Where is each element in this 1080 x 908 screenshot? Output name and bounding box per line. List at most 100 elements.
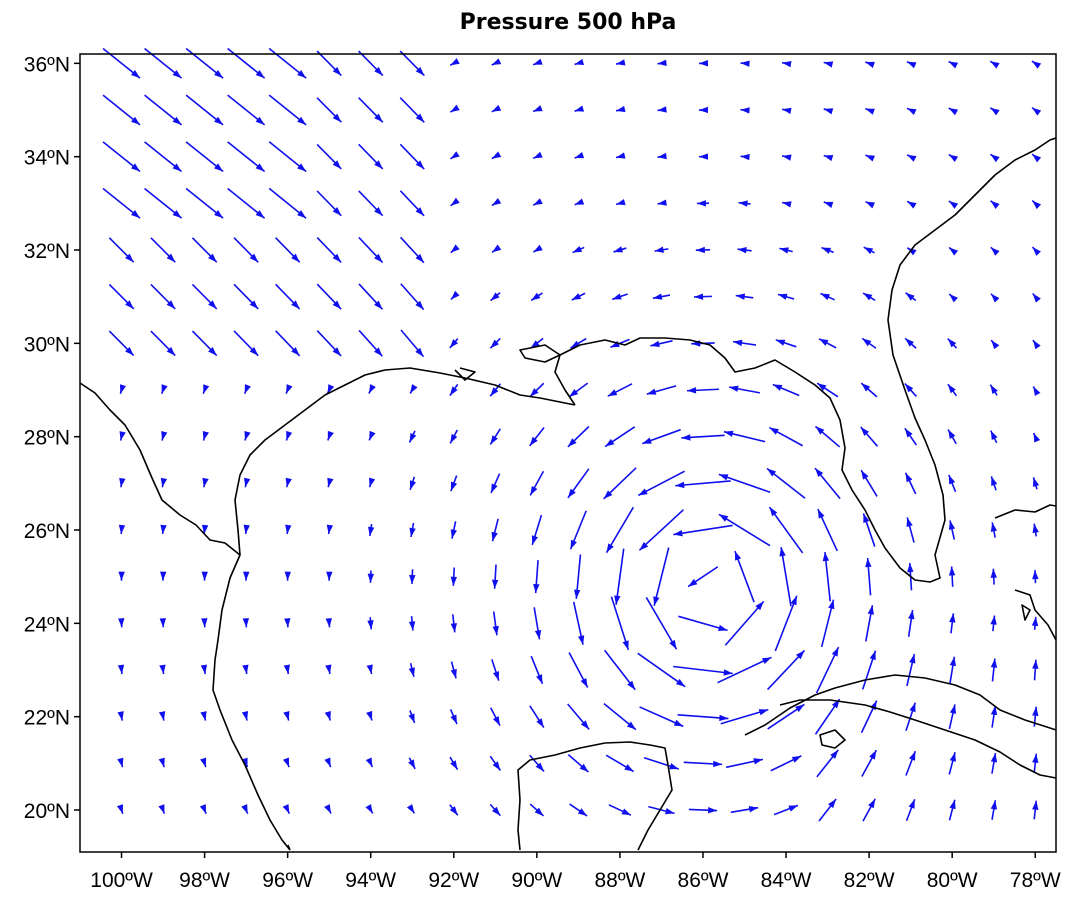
wind-arrow xyxy=(185,47,224,79)
wind-arrow xyxy=(738,200,751,207)
wind-arrow xyxy=(285,430,293,441)
y-tick-label: 32ºN xyxy=(24,240,70,263)
wind-arrow xyxy=(449,804,459,816)
wind-arrow xyxy=(191,330,218,357)
wind-arrow xyxy=(906,154,917,162)
wind-arrow xyxy=(119,384,127,395)
wind-arrow xyxy=(409,522,416,538)
wind-arrow xyxy=(990,430,998,444)
wind-arrow xyxy=(769,426,804,447)
wind-arrow xyxy=(648,805,675,815)
wind-arrow xyxy=(767,703,805,730)
wind-arrow xyxy=(227,141,266,173)
wind-arrow xyxy=(491,659,500,681)
wind-arrow xyxy=(325,618,333,628)
wind-arrow xyxy=(282,757,290,768)
wind-arrow xyxy=(1031,200,1042,210)
wind-arrow xyxy=(989,384,998,396)
wind-arrow xyxy=(990,246,1000,256)
wind-arrow xyxy=(637,652,686,688)
wind-arrow xyxy=(161,431,168,441)
wind-arrow xyxy=(567,703,590,730)
wind-arrow xyxy=(409,384,418,394)
wind-arrow xyxy=(822,551,832,602)
x-tick-label: 80ºW xyxy=(927,869,978,892)
wind-arrow xyxy=(409,476,416,491)
wind-arrow xyxy=(1032,477,1040,490)
wind-arrow xyxy=(947,338,958,349)
wind-arrow xyxy=(683,760,723,768)
wind-arrow xyxy=(491,197,502,207)
wind-arrow xyxy=(490,292,501,302)
wind-arrow xyxy=(358,329,383,357)
wind-arrow xyxy=(243,524,250,535)
wind-arrow xyxy=(865,61,875,68)
wind-arrow xyxy=(159,664,166,675)
wind-arrow xyxy=(268,141,307,173)
wind-arrow xyxy=(740,60,750,67)
wind-arrow xyxy=(687,566,719,588)
wind-arrow xyxy=(489,337,501,349)
wind-arrow xyxy=(368,477,376,488)
wind-arrow xyxy=(766,649,806,691)
wind-arrow xyxy=(358,50,384,77)
wind-arrow xyxy=(449,104,460,113)
wind-arrow xyxy=(615,59,626,66)
wind-arrow xyxy=(948,799,956,821)
coastline-texas-mexico xyxy=(79,382,291,851)
wind-arrow xyxy=(450,567,457,586)
wind-arrow xyxy=(399,236,425,264)
wind-arrow xyxy=(144,141,183,173)
wind-arrow xyxy=(326,384,335,394)
wind-arrow xyxy=(316,97,342,123)
wind-arrow xyxy=(316,330,342,357)
wind-arrow xyxy=(775,339,797,348)
wind-arrow xyxy=(532,244,543,253)
wind-arrow xyxy=(865,107,875,115)
wind-arrow xyxy=(533,607,542,640)
wind-arrow xyxy=(568,382,589,398)
wind-arrow xyxy=(949,656,957,684)
wind-arrow xyxy=(117,664,125,675)
wind-arrow xyxy=(227,94,266,126)
wind-arrow xyxy=(861,749,878,777)
wind-arrow xyxy=(233,330,259,357)
wind-arrow xyxy=(449,338,459,349)
wind-arrow xyxy=(1032,800,1039,820)
x-tick-label: 94ºW xyxy=(345,869,396,892)
wind-arrow xyxy=(400,283,425,311)
wind-arrow xyxy=(491,244,502,253)
wind-arrow xyxy=(227,187,266,219)
wind-arrow xyxy=(268,94,307,126)
wind-arrow xyxy=(717,656,772,684)
wind-arrow xyxy=(243,571,250,581)
wind-arrow xyxy=(233,283,259,310)
wind-arrow xyxy=(688,807,718,814)
wind-arrow xyxy=(730,806,759,814)
wind-arrow xyxy=(285,524,292,535)
wind-arrow xyxy=(366,710,373,721)
wind-arrow xyxy=(905,702,917,731)
wind-arrow xyxy=(904,337,917,349)
wind-arrow xyxy=(865,154,875,162)
wind-arrow xyxy=(201,571,208,581)
wind-arrow xyxy=(567,468,590,499)
wind-arrow xyxy=(861,337,877,349)
wind-arrow xyxy=(530,292,543,302)
wind-arrow xyxy=(604,426,636,448)
wind-arrow xyxy=(284,571,292,581)
wind-arrow xyxy=(605,506,635,554)
wind-arrow xyxy=(366,664,373,675)
wind-arrow xyxy=(202,431,209,441)
wind-arrow xyxy=(768,506,804,554)
wind-arrow xyxy=(241,804,249,814)
wind-arrow xyxy=(1032,570,1039,584)
wind-arrow xyxy=(365,757,374,768)
wind-arrow xyxy=(657,59,667,66)
plot-border xyxy=(79,53,1057,853)
wind-arrow xyxy=(161,384,168,395)
wind-arrow xyxy=(202,477,209,488)
wind-arrow xyxy=(108,237,135,263)
x-tick-label: 82ºW xyxy=(844,869,895,892)
wind-arrow xyxy=(1031,616,1039,630)
